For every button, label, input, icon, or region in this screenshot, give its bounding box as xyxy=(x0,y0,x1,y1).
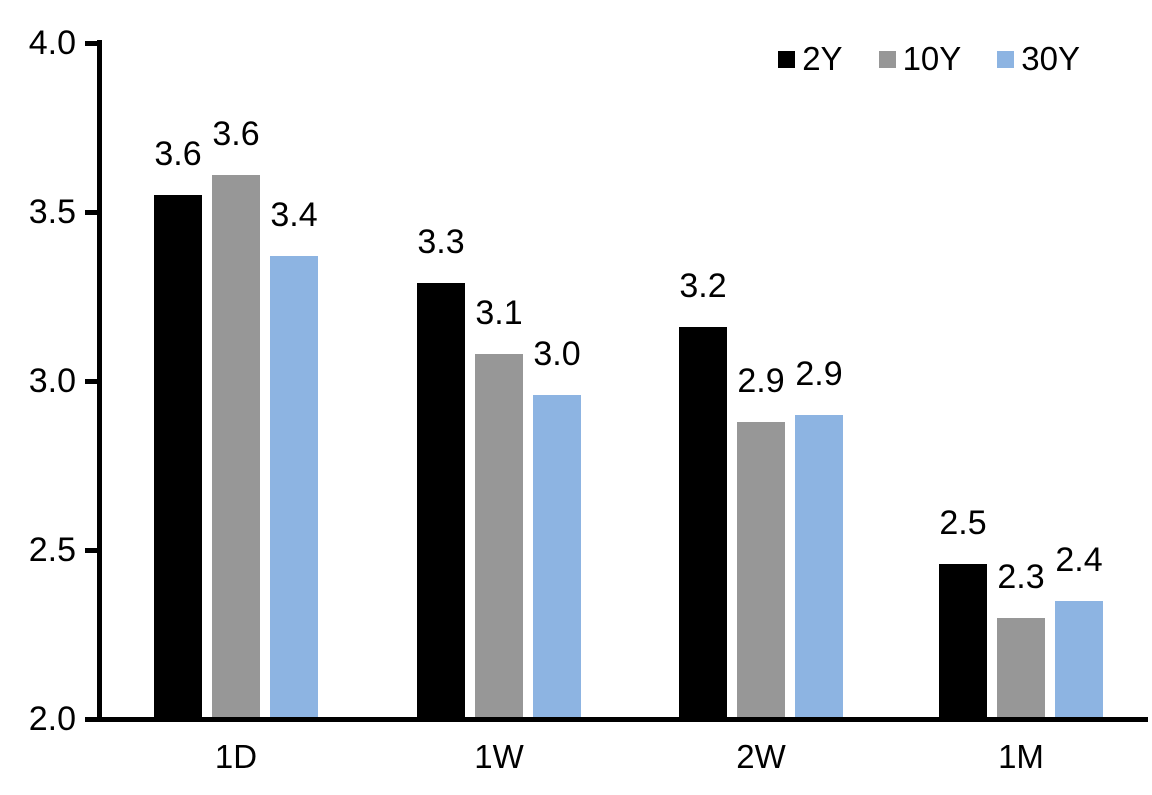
bar-30y-2w xyxy=(795,414,843,721)
bar-10y-2w xyxy=(737,421,785,721)
bar-10y-1m xyxy=(997,617,1045,721)
bar-30y-1w xyxy=(533,394,581,721)
y-axis-tick xyxy=(85,210,97,215)
x-axis-category-label: 2W xyxy=(736,738,786,775)
y-axis-tick-label: 2.0 xyxy=(28,700,76,738)
bar-10y-1w xyxy=(475,353,523,721)
y-axis-tick xyxy=(85,548,97,553)
bar-value-label: 3.6 xyxy=(212,114,260,153)
bar-value-label: 3.1 xyxy=(475,293,523,332)
legend: 2Y 10Y 30Y xyxy=(778,40,1080,78)
y-axis-tick-label: 2.5 xyxy=(28,531,76,569)
y-axis-line xyxy=(97,40,102,721)
bar-2y-1m xyxy=(939,563,987,721)
bar-value-label: 3.4 xyxy=(270,195,318,234)
bar-30y-1d xyxy=(270,255,318,721)
bar-2y-1d xyxy=(154,195,202,721)
legend-item-10y: 10Y xyxy=(878,40,962,78)
legend-swatch-icon xyxy=(778,50,796,68)
bar-value-label: 3.2 xyxy=(679,266,727,305)
legend-swatch-icon xyxy=(997,50,1015,68)
y-axis-tick-label: 4.0 xyxy=(28,24,76,62)
x-axis-line xyxy=(97,717,1148,722)
legend-item-30y: 30Y xyxy=(997,40,1080,78)
bar-value-label: 2.3 xyxy=(997,557,1045,596)
legend-swatch-icon xyxy=(878,50,896,68)
bar-value-label: 3.6 xyxy=(154,135,202,174)
x-axis-category-label: 1W xyxy=(474,738,524,775)
y-axis-tick xyxy=(85,41,97,46)
y-axis-tick-label: 3.0 xyxy=(28,362,76,400)
bar-value-label: 3.0 xyxy=(533,334,581,373)
bar-value-label: 2.4 xyxy=(1055,540,1103,579)
x-axis-category-label: 1M xyxy=(998,738,1044,775)
bar-value-label: 3.3 xyxy=(417,222,465,261)
x-axis-category-label: 1D xyxy=(214,738,258,775)
bar-2y-1w xyxy=(417,282,465,721)
y-axis-tick xyxy=(85,379,97,384)
y-axis-tick xyxy=(85,717,97,722)
legend-item-2y: 2Y xyxy=(778,40,843,78)
bar-10y-1d xyxy=(212,174,260,721)
y-axis-tick-label: 3.5 xyxy=(28,193,76,231)
legend-label: 10Y xyxy=(902,40,962,77)
legend-label: 30Y xyxy=(1021,40,1080,77)
bar-value-label: 2.5 xyxy=(939,503,987,542)
bar-value-label: 2.9 xyxy=(795,354,843,393)
bar-2y-2w xyxy=(679,326,727,721)
bar-30y-1m xyxy=(1055,600,1103,721)
legend-label: 2Y xyxy=(802,40,843,77)
bar-value-label: 2.9 xyxy=(737,361,785,400)
